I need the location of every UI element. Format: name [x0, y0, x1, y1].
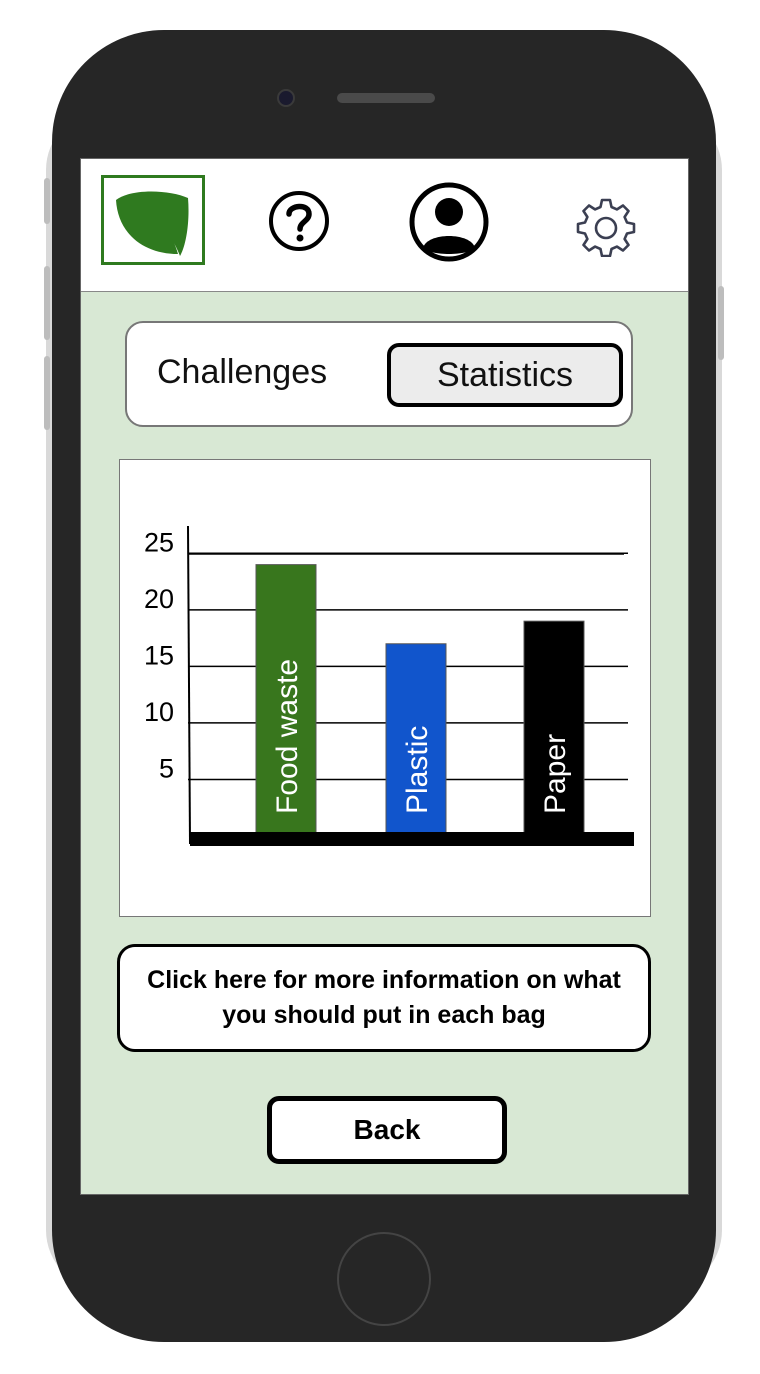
- power-button: [718, 286, 724, 360]
- volume-down-button: [44, 356, 50, 430]
- gear-icon: [576, 198, 636, 258]
- bar-label: Food waste: [271, 659, 304, 814]
- y-tick-label: 5: [159, 753, 174, 783]
- back-button[interactable]: Back: [267, 1096, 507, 1164]
- front-camera: [277, 89, 295, 107]
- view-tabs: Challenges Statistics: [125, 321, 633, 427]
- y-tick-label: 20: [144, 584, 174, 614]
- earpiece-speaker: [337, 93, 435, 103]
- bar-food-waste: [255, 564, 317, 837]
- bar-plastic: [385, 643, 447, 837]
- settings-button[interactable]: [575, 195, 637, 262]
- y-tick-label: 15: [144, 640, 174, 670]
- x-axis: [190, 832, 634, 846]
- help-button[interactable]: [267, 189, 331, 258]
- y-axis: [187, 525, 191, 845]
- profile-button[interactable]: [409, 182, 489, 267]
- app-screen: Challenges Statistics 5 10 15 20 25 Food wast…: [80, 158, 689, 1195]
- y-tick-label: 10: [144, 697, 174, 727]
- bar-label: Paper: [539, 734, 572, 814]
- bar-label: Plastic: [401, 726, 434, 814]
- question-circle-icon: [269, 191, 329, 251]
- volume-up-button: [44, 266, 50, 340]
- bar-chart-svg: 5 10 15 20 25 Food waste Plastic Paper: [144, 525, 634, 846]
- tab-challenges[interactable]: Challenges: [157, 353, 328, 391]
- user-avatar-icon: [409, 182, 489, 262]
- app-logo[interactable]: [101, 175, 205, 265]
- statistics-chart: 5 10 15 20 25 Food waste Plastic Paper: [119, 459, 651, 917]
- leaf-icon: [116, 191, 189, 256]
- mute-switch: [44, 178, 50, 224]
- home-button[interactable]: [337, 1232, 431, 1326]
- y-tick-label: 25: [144, 527, 174, 557]
- top-nav-bar: [81, 159, 688, 292]
- more-info-button[interactable]: Click here for more information on what …: [117, 944, 651, 1052]
- tab-statistics[interactable]: Statistics: [387, 343, 623, 407]
- bar-paper: [523, 620, 585, 837]
